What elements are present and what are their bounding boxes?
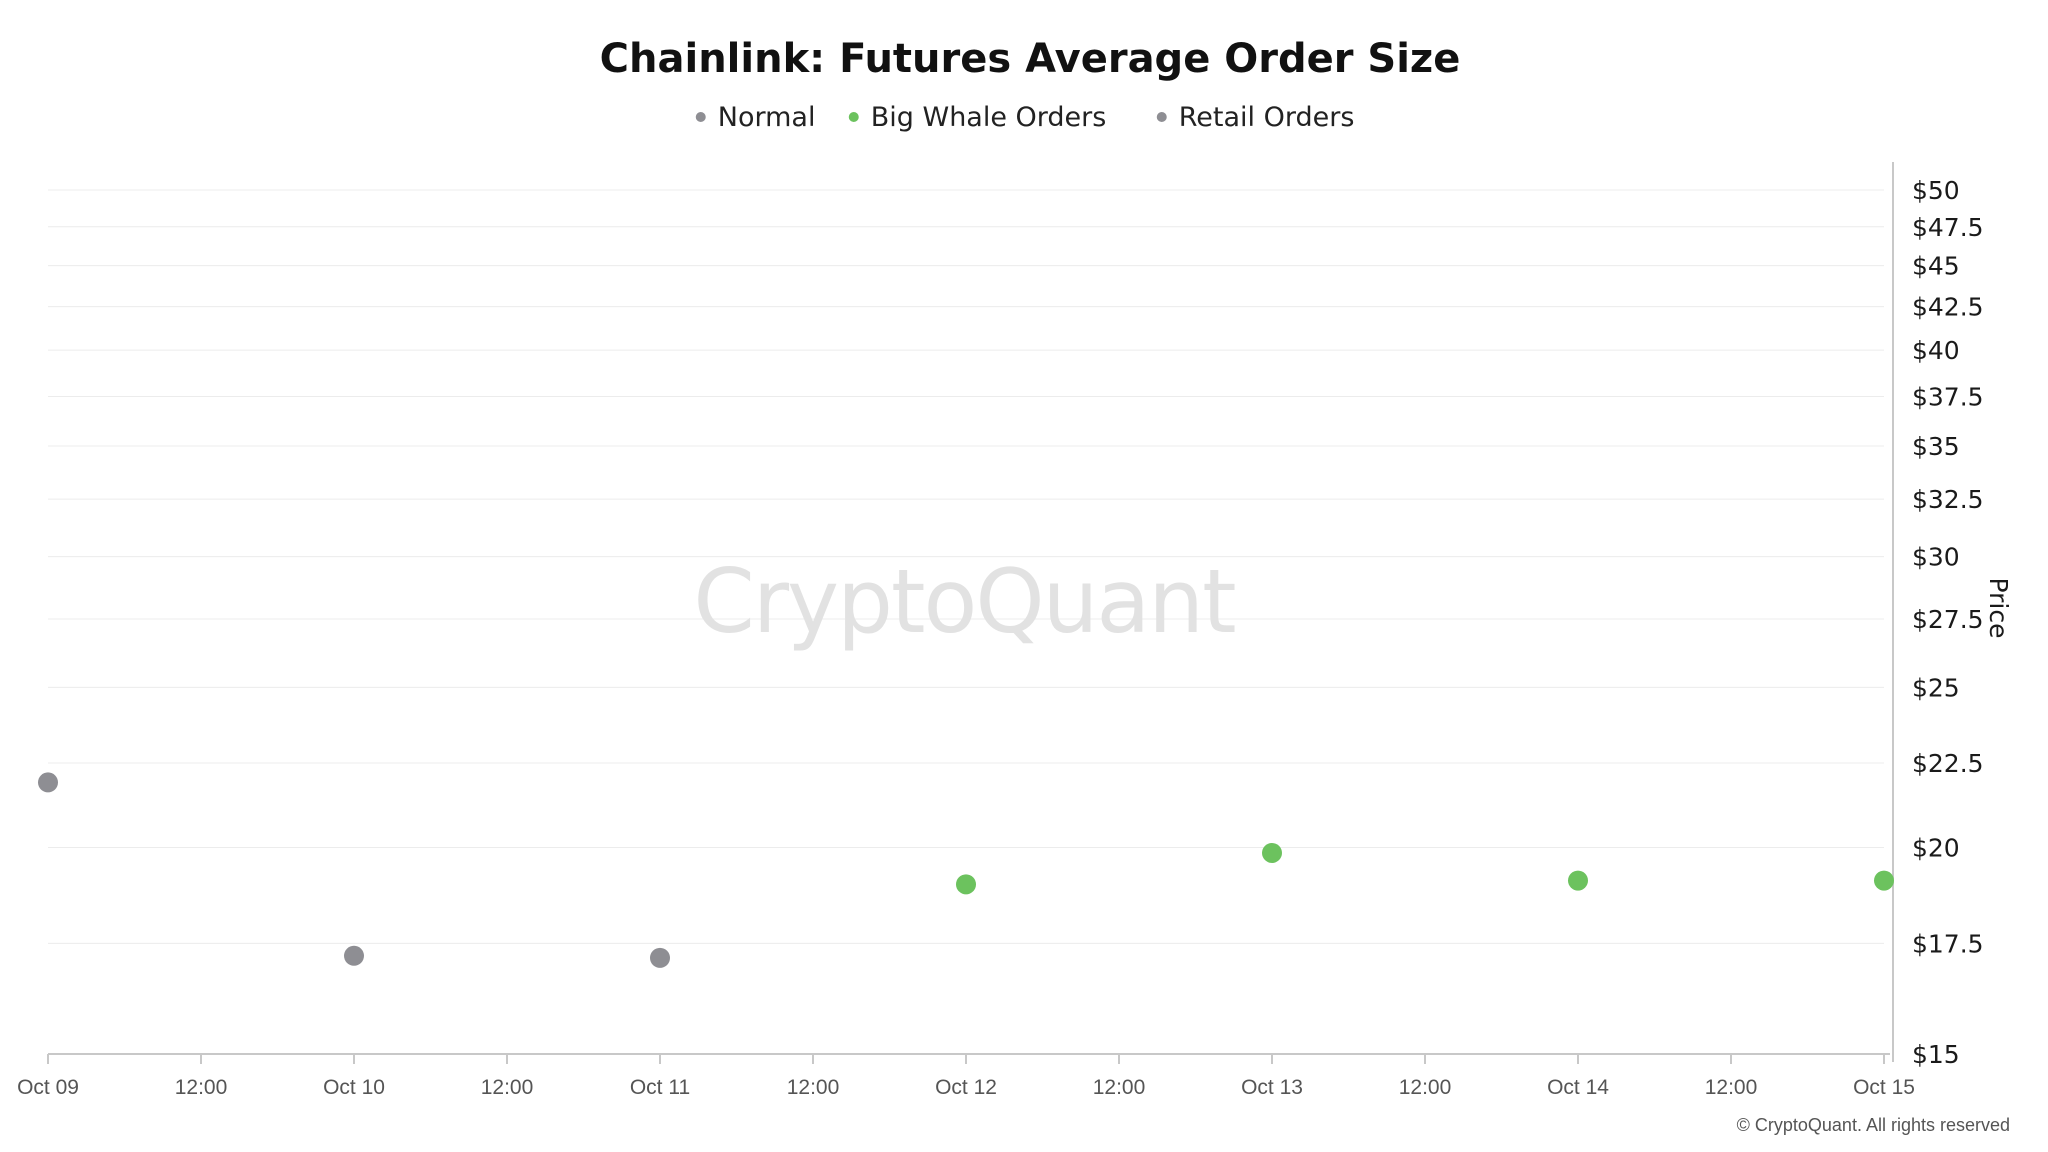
y-tick-label: $40 bbox=[1912, 336, 1960, 365]
x-tick-label: 12:00 bbox=[787, 1076, 840, 1099]
axes bbox=[47, 162, 1894, 1064]
watermark-logo: CryptoQuant bbox=[693, 550, 1235, 653]
legend-item[interactable]: Normal bbox=[695, 102, 816, 133]
y-axis-tick-labels: $15 $17.5 $20 $22.5 $25 $27.5 $30 $32.5 $35 $37.5… bbox=[1912, 176, 1984, 1069]
y-tick-label: $15 bbox=[1912, 1040, 1960, 1069]
x-tick-label: 12:00 bbox=[481, 1076, 534, 1099]
data-points bbox=[38, 772, 1894, 968]
legend-label: Big Whale Orders bbox=[871, 102, 1107, 133]
y-tick-label: $37.5 bbox=[1912, 382, 1984, 411]
y-tick-label: $30 bbox=[1912, 543, 1960, 572]
x-tick-label: Oct 11 bbox=[630, 1076, 690, 1099]
x-tick-label: Oct 09 bbox=[17, 1076, 79, 1099]
x-tick-label: Oct 13 bbox=[1241, 1076, 1303, 1099]
legend-marker bbox=[695, 112, 706, 122]
copyright-notice: © CryptoQuant. All rights reserved bbox=[1737, 1115, 2010, 1135]
grid-lines bbox=[48, 189, 1884, 944]
y-axis-label: Price bbox=[1984, 578, 2013, 639]
legend-label: Retail Orders bbox=[1179, 102, 1355, 133]
legend: Normal Big Whale Orders Retail Orders bbox=[695, 102, 1355, 133]
x-tick-label: Oct 14 bbox=[1547, 1076, 1609, 1099]
data-point[interactable] bbox=[1568, 870, 1588, 891]
chart-title: Chainlink: Futures Average Order Size bbox=[600, 36, 1461, 82]
x-tick-label: Oct 12 bbox=[935, 1076, 997, 1099]
y-tick-label: $47.5 bbox=[1912, 213, 1984, 242]
legend-item[interactable]: Big Whale Orders bbox=[848, 102, 1107, 133]
data-point[interactable] bbox=[38, 772, 58, 793]
x-tick-label: Oct 10 bbox=[323, 1076, 385, 1099]
y-tick-label: $35 bbox=[1912, 432, 1960, 461]
y-tick-label: $17.5 bbox=[1912, 929, 1984, 958]
data-point[interactable] bbox=[650, 947, 670, 968]
x-tick-label: Oct 15 bbox=[1853, 1076, 1915, 1099]
y-tick-label: $42.5 bbox=[1912, 293, 1984, 322]
data-point[interactable] bbox=[1262, 842, 1282, 863]
y-tick-label: $22.5 bbox=[1912, 749, 1984, 778]
y-tick-label: $32.5 bbox=[1912, 485, 1984, 514]
data-point[interactable] bbox=[956, 874, 976, 895]
y-tick-label: $25 bbox=[1912, 673, 1960, 702]
legend-label: Normal bbox=[718, 102, 816, 133]
legend-marker bbox=[1156, 112, 1167, 122]
legend-item[interactable]: Retail Orders bbox=[1156, 102, 1355, 133]
data-point[interactable] bbox=[1874, 870, 1894, 891]
y-tick-label: $27.5 bbox=[1912, 605, 1984, 634]
x-tick-label: 12:00 bbox=[1093, 1076, 1146, 1099]
x-axis-tick-labels: Oct 09 12:00 Oct 10 12:00 Oct 11 12:00 Oct 12 1… bbox=[17, 1076, 1915, 1099]
y-tick-label: $20 bbox=[1912, 834, 1960, 863]
x-tick-label: 12:00 bbox=[175, 1076, 228, 1099]
y-tick-label: $45 bbox=[1912, 252, 1960, 281]
data-point[interactable] bbox=[344, 945, 364, 966]
legend-marker bbox=[848, 112, 859, 122]
x-tick-label: 12:00 bbox=[1399, 1076, 1452, 1099]
x-tick-label: 12:00 bbox=[1705, 1076, 1758, 1099]
y-tick-label: $50 bbox=[1912, 176, 1960, 205]
